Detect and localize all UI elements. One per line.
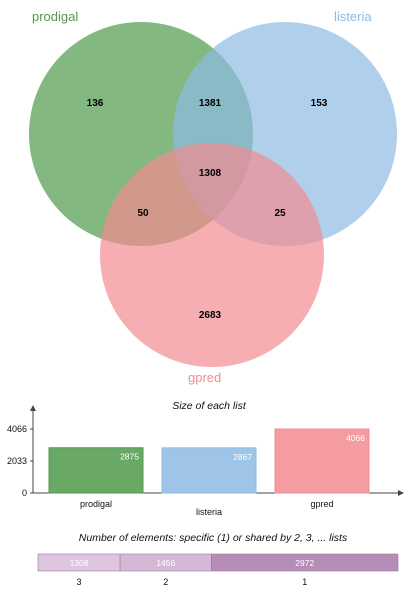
region-gpred-only: 2683 [199,310,222,321]
stack-category-label: 1 [302,577,307,587]
venn-label-prodigal: prodigal [32,9,78,24]
size-chart-title: Size of each list [172,400,247,412]
stack-value-label: 2972 [295,558,314,568]
region-prodigal-gpred: 50 [137,208,149,219]
region-prodigal-only: 136 [87,98,104,109]
x-category-label: prodigal [80,499,112,509]
region-prodigal-listeria: 1381 [199,98,222,109]
y-tick-label: 0 [22,488,27,498]
region-all-three: 1308 [199,168,222,179]
stack-value-label: 1308 [70,558,89,568]
bar-value-label: 2875 [120,452,139,462]
stack-category-label: 2 [163,577,168,587]
shared-chart-title: Number of elements: specific (1) or shar… [79,532,348,544]
size-bar-chart: Size of each list 0 2033 4066 2875 prodigal… [7,400,404,517]
x-category-label: listeria [196,507,222,517]
venn-label-listeria: listeria [334,9,372,24]
shared-bar-chart: Number of elements: specific (1) or shar… [38,532,398,587]
region-listeria-only: 153 [311,98,328,109]
y-axis-arrow [30,405,36,411]
bar-value-label: 4066 [346,433,365,443]
stack-category-label: 3 [77,577,82,587]
venn-label-gpred: gpred [188,370,221,385]
y-tick-label: 2033 [7,456,27,466]
region-listeria-gpred: 25 [274,208,286,219]
x-category-label: gpred [310,499,333,509]
stack-value-label: 1456 [156,558,175,568]
y-tick-label: 4066 [7,424,27,434]
bar-value-label: 2867 [233,452,252,462]
x-axis-arrow [398,490,404,496]
venn-diagram: prodigal listeria gpred 136 1381 153 130… [29,9,397,385]
